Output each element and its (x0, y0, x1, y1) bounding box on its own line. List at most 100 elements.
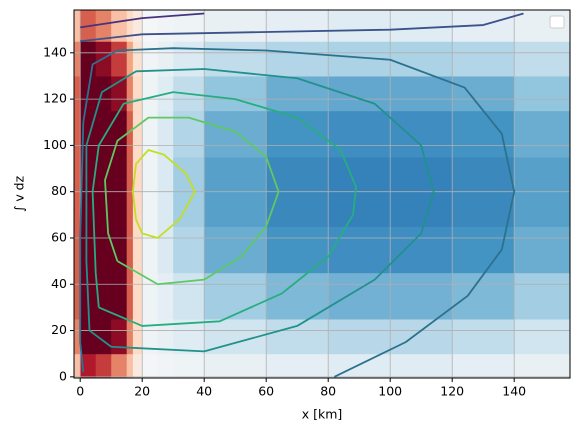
contour-line (132, 149, 196, 239)
heatmap-cell (173, 318, 205, 355)
heatmap-cell (80, 353, 97, 378)
heatmap-cell (514, 75, 570, 112)
heatmap-cell (204, 226, 267, 274)
heatmap-cell (266, 226, 329, 274)
heatmap-cell (173, 41, 205, 77)
heatmap-cell (142, 75, 159, 112)
heatmap-cell (514, 226, 570, 274)
heatmap-cell (111, 272, 128, 320)
heatmap-cell (390, 353, 453, 378)
y-tick-label: 60 (51, 229, 67, 244)
plot-frame (73, 9, 571, 379)
y-axis-label: ∫ v dz (12, 175, 27, 212)
y-tick-label: 140 (43, 44, 67, 59)
heatmap-cell (514, 353, 570, 378)
heatmap-cell (390, 110, 453, 158)
heatmap-cell (74, 226, 81, 274)
heatmap-cell (266, 353, 329, 378)
heatmap-cell (95, 226, 112, 274)
y-tick-label: 40 (51, 276, 67, 291)
heatmap-cell (74, 41, 81, 77)
x-tick-label: 0 (76, 384, 84, 399)
heatmap-cell (142, 318, 159, 355)
y-tick-label: 20 (51, 322, 67, 337)
heatmap-cell (452, 75, 515, 112)
heatmap-cell (111, 318, 128, 355)
y-tick-label: 80 (51, 183, 67, 198)
heatmap-cell (132, 41, 143, 77)
heatmap-cell (132, 75, 143, 112)
heatmap-cell (80, 318, 97, 355)
heatmap-cell (452, 272, 515, 320)
heatmap-cell (126, 226, 134, 274)
heatmap-cell (95, 353, 112, 378)
contour-line (104, 116, 280, 286)
heatmap-cell (390, 10, 453, 42)
heatmap-cell (266, 41, 329, 77)
heatmap-cell (328, 272, 391, 320)
heatmap-cell (95, 10, 112, 42)
heatmap-cell (452, 41, 515, 77)
heatmap-cell (74, 110, 81, 158)
heatmap-cell (204, 10, 267, 42)
contour-line (80, 12, 524, 43)
heatmap (74, 10, 570, 378)
x-tick-label: 20 (134, 384, 150, 399)
heatmap-cell (157, 10, 174, 42)
x-axis-label: x [km] (302, 407, 343, 422)
heatmap-cell (74, 272, 81, 320)
heatmap-cell (132, 272, 143, 320)
heatmap-cell (204, 353, 267, 378)
heatmap-cell (142, 10, 159, 42)
heatmap-cell (74, 10, 81, 42)
heatmap-cell (142, 353, 159, 378)
heatmap-cell (390, 272, 453, 320)
heatmap-cell (328, 226, 391, 274)
heatmap-cell (132, 353, 143, 378)
contour-line (85, 68, 435, 353)
heatmap-cell (328, 318, 391, 355)
heatmap-cell (80, 41, 97, 77)
heatmap-cell (266, 10, 329, 42)
heatmap-cell (126, 353, 134, 378)
x-tick-label: 80 (320, 384, 336, 399)
contour-line (80, 12, 205, 29)
x-tick-label: 60 (258, 384, 274, 399)
y-tick-label: 100 (43, 137, 67, 152)
legend (549, 15, 565, 29)
heatmap-cell (132, 226, 143, 274)
x-tick-label: 120 (440, 384, 464, 399)
heatmap-cell (204, 41, 267, 77)
heatmap-cell (173, 353, 205, 378)
heatmap-cell (452, 353, 515, 378)
heatmap-cell (111, 10, 128, 42)
contour-line (79, 47, 516, 378)
heatmap-cell (157, 226, 174, 274)
heatmap-cell (132, 10, 143, 42)
heatmap-cell (328, 10, 391, 42)
heatmap-cell (328, 75, 391, 112)
heatmap-cell (74, 318, 81, 355)
heatmap-cell (111, 353, 128, 378)
heatmap-cell (390, 75, 453, 112)
y-tick-label: 0 (59, 368, 67, 383)
y-tick-label: 120 (43, 91, 67, 106)
heatmap-cell (157, 353, 174, 378)
heatmap-cell (95, 318, 112, 355)
heatmap-cell (266, 75, 329, 112)
contour-line (91, 91, 357, 327)
heatmap-cell (173, 226, 205, 274)
heatmap-cell (514, 41, 570, 77)
heatmap-cell (126, 75, 134, 112)
heatmap-cell (452, 318, 515, 355)
heatmap-cell (390, 318, 453, 355)
heatmap-cell (204, 272, 267, 320)
heatmap-cell (74, 353, 81, 378)
heatmap-cell (514, 110, 570, 158)
heatmap-cell (157, 272, 174, 320)
heatmap-cell (514, 318, 570, 355)
heatmap-cell (132, 318, 143, 355)
heatmap-cell (74, 75, 81, 112)
contours (79, 12, 524, 378)
